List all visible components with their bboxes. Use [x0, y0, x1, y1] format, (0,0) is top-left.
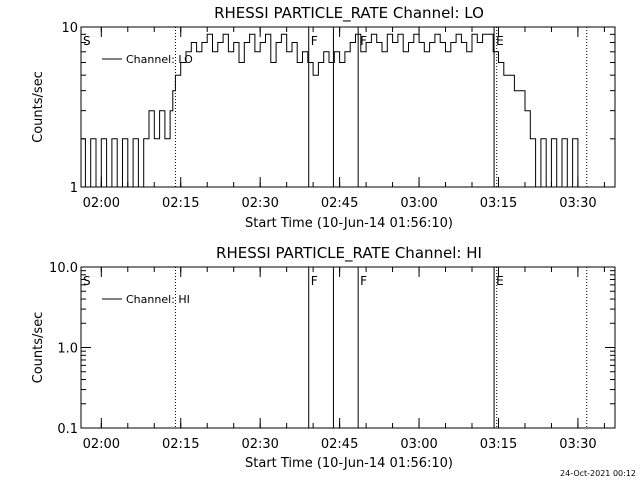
- x-axis-label: Start Time (10-Jun-14 01:56:10): [245, 216, 453, 231]
- y-axis-label: Counts/sec: [31, 71, 46, 143]
- x-tick-label: 02:30: [241, 437, 278, 452]
- legend-label: Channel: LO: [126, 53, 193, 66]
- y-tick-label: 1.0: [57, 342, 78, 357]
- plot-frame: [80, 266, 616, 429]
- hi-channel-panel: 0.1 1.0 10.0 02:00 02:15 02:30 02:45 03:00 03:15…: [31, 244, 616, 471]
- legend-label: Channel: HI: [126, 293, 190, 306]
- y-axis-label: Counts/sec: [31, 312, 46, 384]
- chart-title: RHESSI PARTICLE_RATE Channel: HI: [216, 244, 482, 263]
- chart-title: RHESSI PARTICLE_RATE Channel: LO: [214, 4, 484, 23]
- x-tick-label: 02:45: [321, 437, 358, 452]
- marker-label: S: [83, 34, 91, 48]
- x-tick-label: 03:30: [559, 437, 596, 452]
- x-tick-label: 02:15: [162, 437, 199, 452]
- y-tick-label: 1: [70, 181, 78, 196]
- x-tick-label: 03:30: [559, 196, 596, 211]
- x-tick-label: 03:15: [480, 437, 517, 452]
- x-tick-label: 03:00: [400, 437, 437, 452]
- marker-label: S: [83, 274, 91, 288]
- x-tick-label: 02:00: [83, 196, 120, 211]
- x-tick-label: 02:30: [241, 196, 278, 211]
- y-tick-label: 0.1: [57, 422, 78, 437]
- series-line: [81, 33, 582, 188]
- x-tick-label: 02:15: [162, 196, 199, 211]
- x-tick-label: 03:15: [480, 196, 517, 211]
- footer-timestamp: 24-Oct-2021 00:12: [560, 469, 636, 478]
- marker-label: F: [360, 34, 367, 48]
- x-tick-label: 02:45: [321, 196, 358, 211]
- marker-label: E: [496, 34, 504, 48]
- y-tick-label: 10: [61, 21, 78, 36]
- x-tick-label: 02:00: [83, 437, 120, 452]
- plot-frame: [80, 26, 616, 188]
- marker-label: E: [496, 274, 504, 288]
- marker-label: F: [311, 274, 318, 288]
- lo-channel-panel: 1 10 02:00 02:15 02:30 02:45 03:00 03:15 03:30 S F…: [31, 4, 616, 231]
- x-axis-label: Start Time (10-Jun-14 01:56:10): [245, 456, 453, 471]
- marker-label: F: [311, 34, 318, 48]
- y-tick-label: 10.0: [49, 261, 78, 276]
- marker-label: F: [360, 274, 367, 288]
- x-tick-label: 03:00: [400, 196, 437, 211]
